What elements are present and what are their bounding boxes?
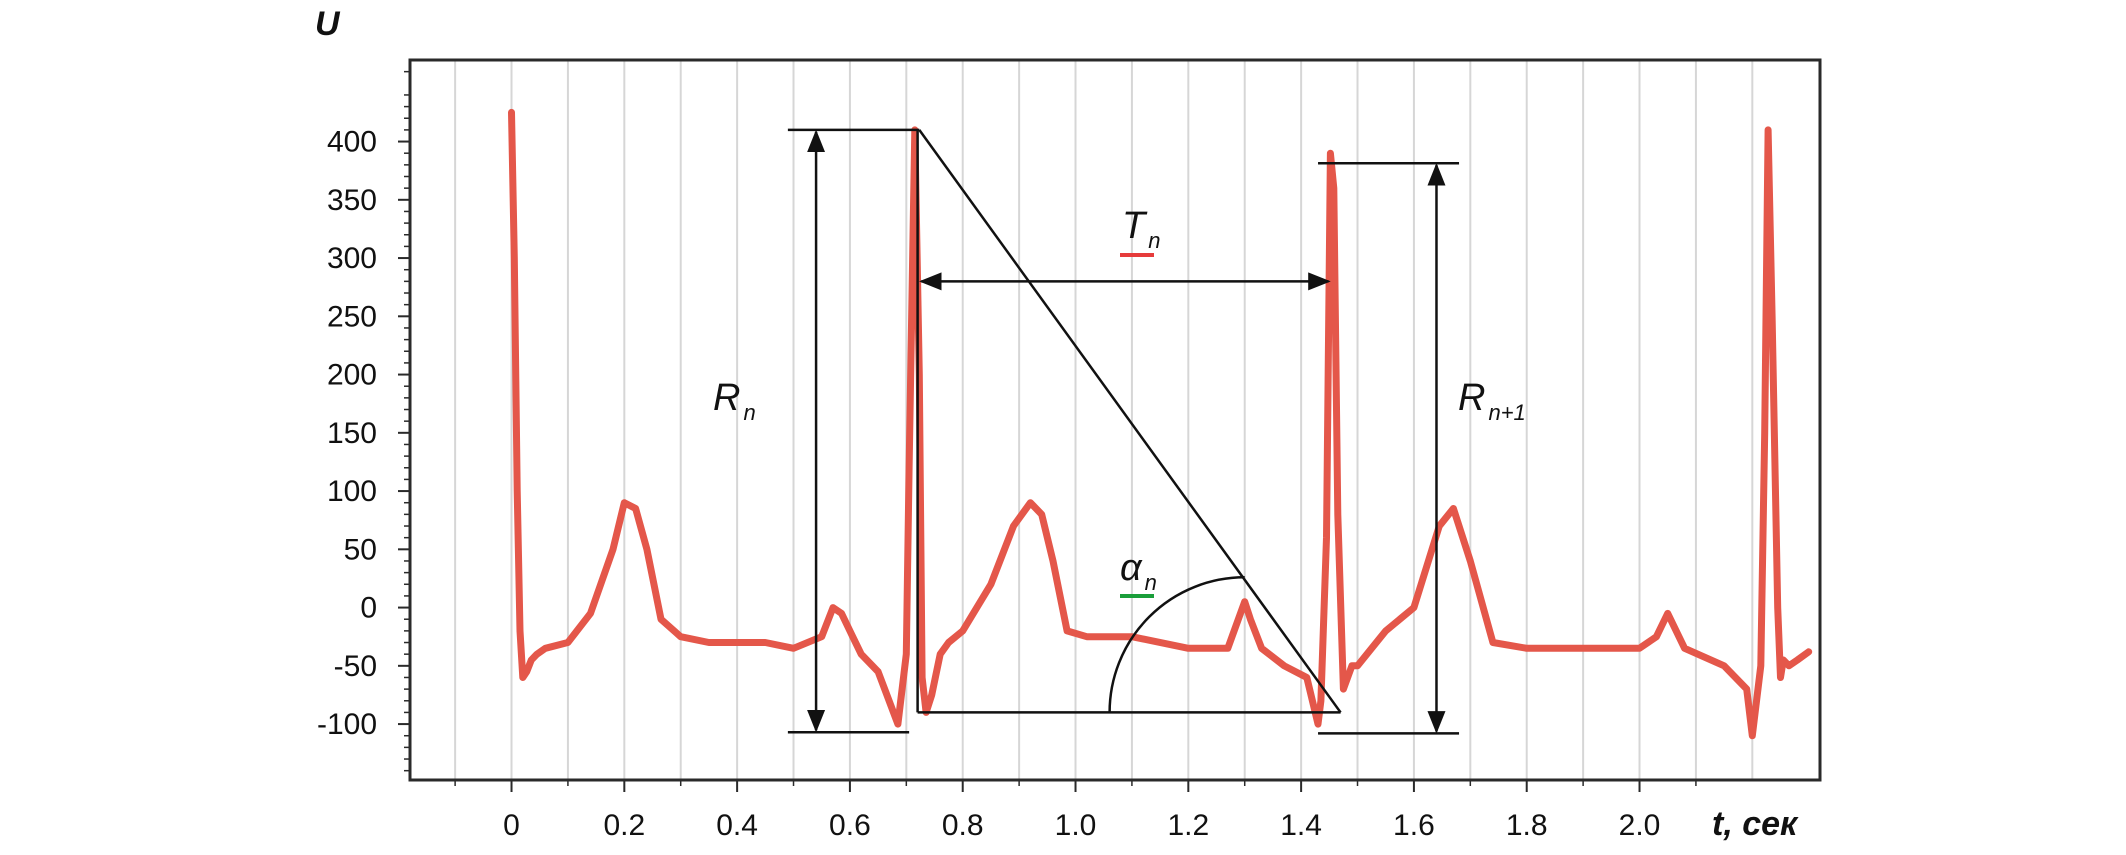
x-tick-label: 0.2: [603, 809, 645, 842]
y-axis-title: U: [315, 5, 341, 43]
y-tick-label: 350: [327, 184, 377, 217]
x-tick-label: 2.0: [1619, 809, 1661, 842]
x-axis-title: t, сек: [1712, 805, 1799, 843]
x-axis: 0 0.2 0.4 0.6 0.8 1.0 1.2 1.4 1.6 1.8 2.0: [454, 780, 1697, 842]
series-line: [508, 108, 1813, 740]
y-tick-label: 400: [327, 126, 377, 159]
y-tick-label: 300: [327, 242, 377, 275]
y-axis: 400 350 300 250 200 150 100 50 0 -50 -100: [317, 70, 410, 772]
triangle-hypotenuse-line: [918, 129, 1342, 714]
x-tick-label: 0: [503, 809, 520, 842]
y-tick-label: 250: [327, 300, 377, 333]
y-tick-label: 50: [344, 533, 377, 566]
alpha-n-arc: [1108, 576, 1245, 713]
y-tick-label: -50: [334, 650, 377, 683]
y-tick-label: -100: [317, 708, 377, 741]
x-tick-label: 1.6: [1393, 809, 1435, 842]
x-tick-label: 1.2: [1167, 809, 1209, 842]
y-tick-label: 0: [360, 592, 377, 625]
grid-lines: [454, 60, 1754, 780]
plot-frame: [408, 58, 1822, 782]
y-tick-label: 200: [327, 359, 377, 392]
y-tick-label: 100: [327, 475, 377, 508]
x-tick-label: 1.4: [1280, 809, 1322, 842]
x-tick-label: 1.8: [1506, 809, 1548, 842]
x-tick-label: 0.6: [829, 809, 871, 842]
annotation-markup: [787, 128, 1460, 735]
x-tick-label: 1.0: [1055, 809, 1097, 842]
x-tick-label: 0.4: [716, 809, 758, 842]
x-tick-label: 0.8: [942, 809, 984, 842]
y-tick-label: 150: [327, 417, 377, 450]
